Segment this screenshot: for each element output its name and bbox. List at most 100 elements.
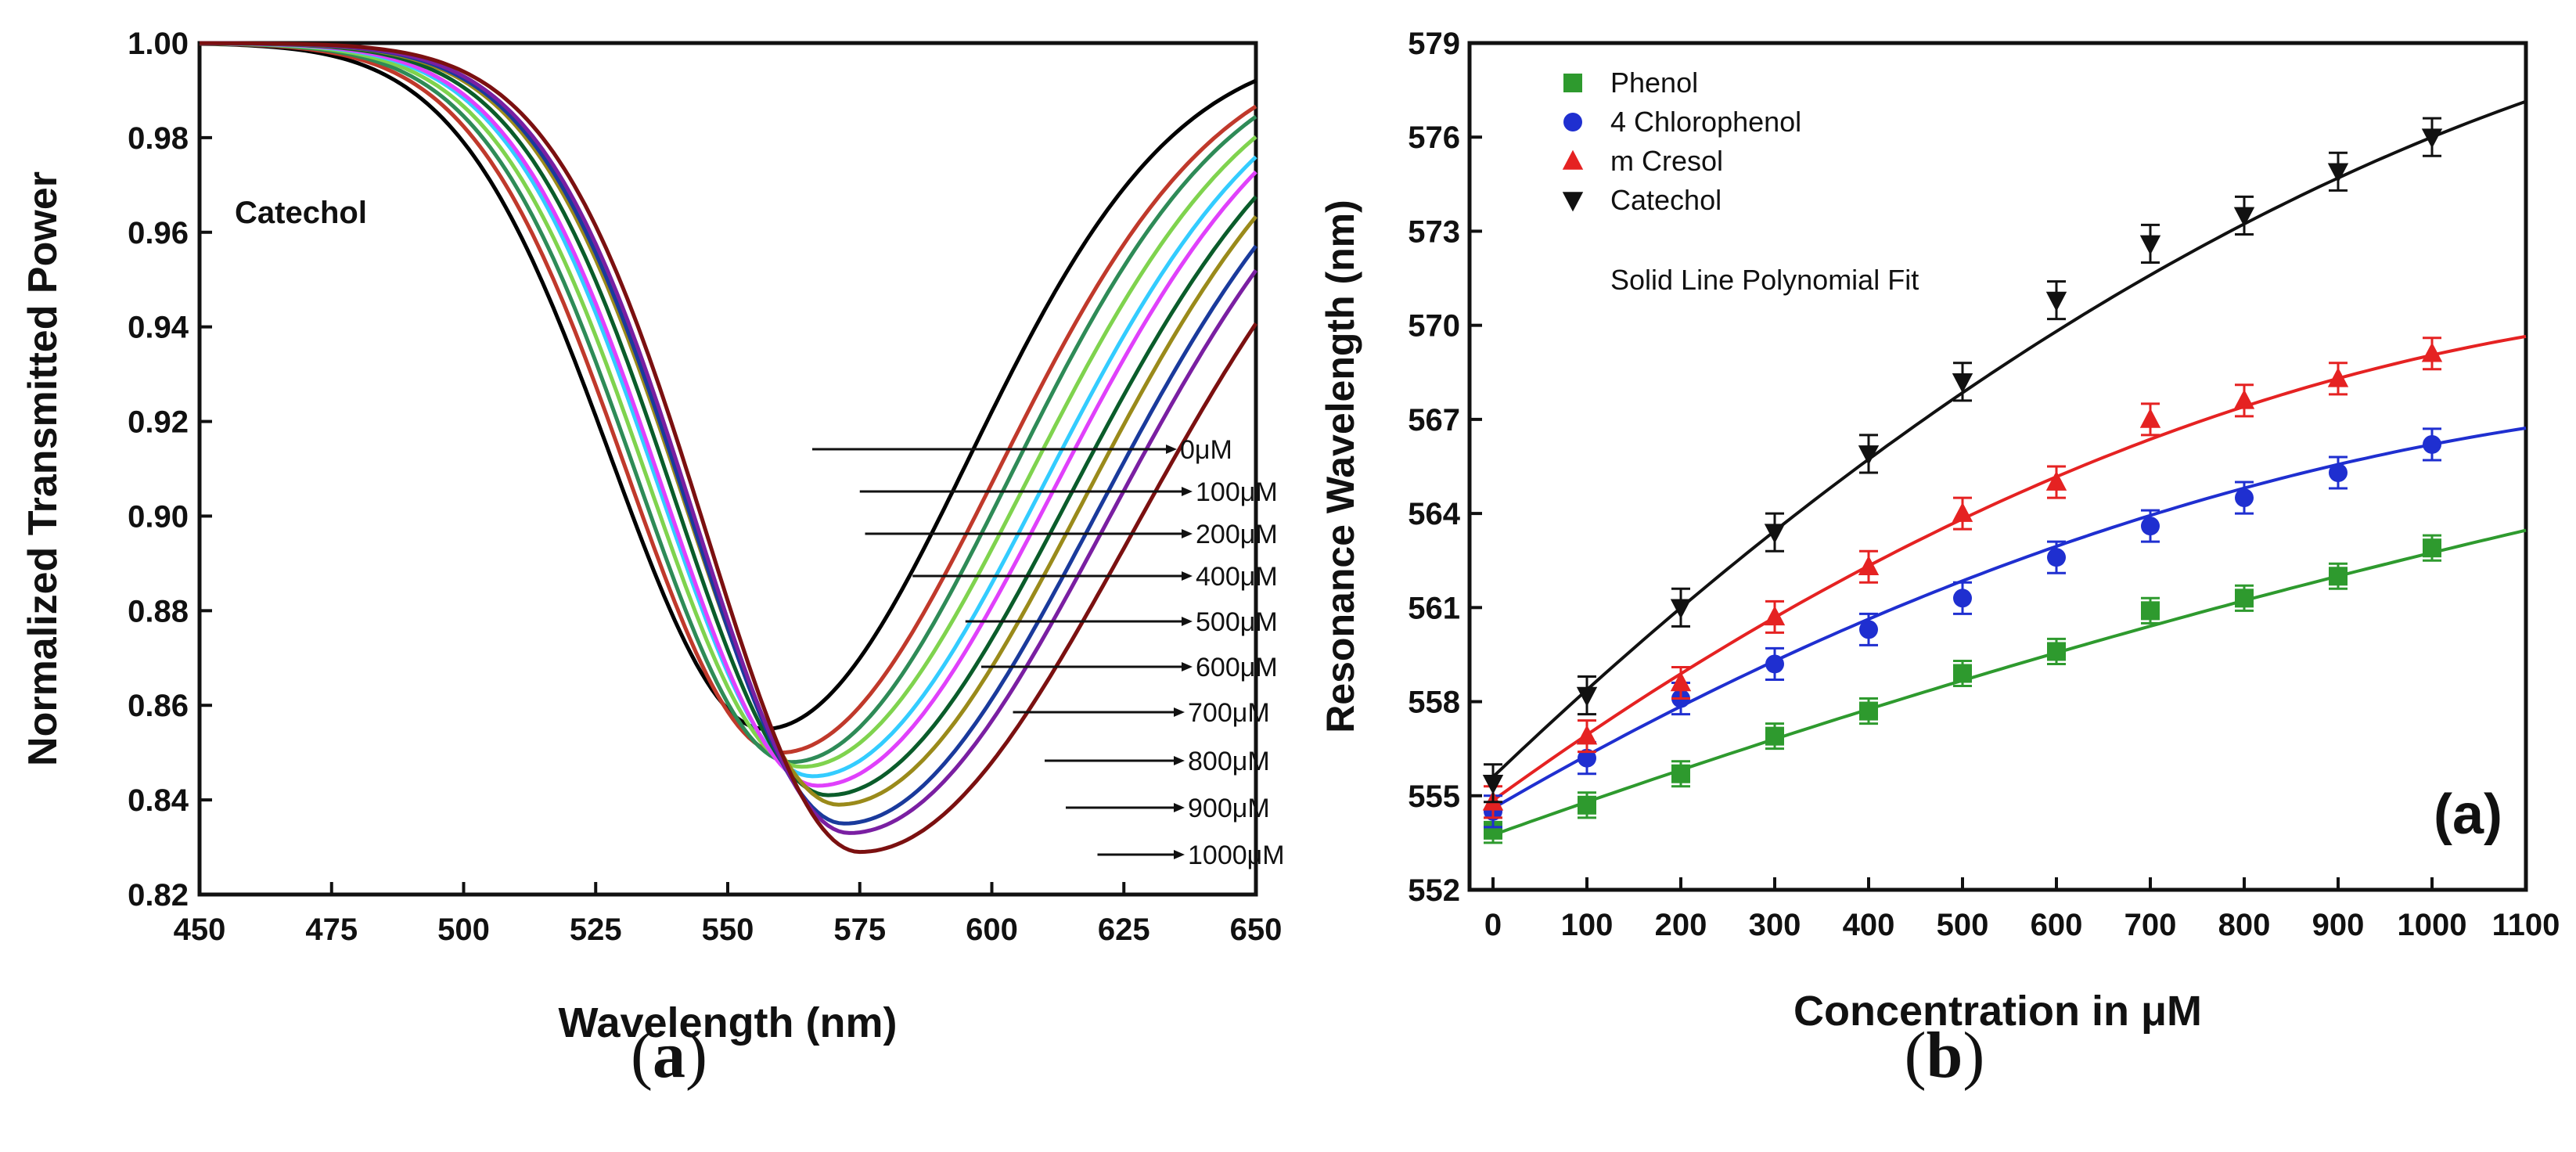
panel-b-data-point — [1482, 774, 1504, 795]
panel-a-callout-label: 400μM — [1196, 562, 1278, 592]
panel-a-y-tick-label: 0.86 — [128, 689, 189, 723]
panel-a-callout-arrowhead — [1174, 756, 1185, 765]
panel-a-callout-arrowhead — [1174, 803, 1185, 812]
panel-b-legend-marker — [1562, 192, 1584, 212]
panel-a-y-ticks: 0.82 0.84 0.86 0.88 0.90 0.92 0.94 0.96 0.98 1.00 — [128, 27, 212, 913]
panel-a-curve — [200, 41, 1257, 788]
panel-b-data-point — [1578, 795, 1596, 815]
panel-a-callout-label: 700μM — [1188, 698, 1270, 728]
panel-b-data-point — [2423, 434, 2441, 454]
panel-b-legend-label: m Cresol — [1610, 145, 1723, 177]
panel-b-y-tick-label: 567 — [1408, 403, 1460, 437]
panel-a-y-tick-label: 1.00 — [128, 27, 189, 61]
panel-b-data-point — [1578, 748, 1596, 768]
panel-b-fit-line — [1491, 99, 2527, 779]
panel-a-x-axis-label: Wavelength (nm) — [558, 999, 897, 1046]
panel-b-data-point — [2423, 538, 2441, 558]
panel-a-x-tick-label: 575 — [833, 913, 886, 947]
panel-a-callout-arrowhead — [1174, 850, 1185, 859]
panel-b-data-point — [1765, 654, 1784, 674]
panel-a-callout-arrowhead — [1182, 529, 1193, 538]
panel-b-x-tick-label: 300 — [1749, 908, 1801, 942]
panel-b-legend-label: Catechol — [1610, 184, 1722, 216]
panel-a-curves — [199, 41, 1258, 855]
panel-a-callout-label: 200μM — [1196, 520, 1278, 549]
panel-b-y-axis-label: Resonance Wavelength (nm) — [1319, 200, 1362, 733]
panel-b-x-tick-label: 200 — [1655, 908, 1707, 942]
panel-a-curve — [200, 41, 1257, 797]
panel-a-x-tick-label: 450 — [174, 913, 226, 947]
panel-b-data-point — [1953, 664, 1972, 683]
panel-b-x-axis-label: Concentration in μM — [1793, 988, 2202, 1035]
panel-b-fit-line — [1492, 528, 2527, 837]
panel-a-y-tick-label: 0.94 — [128, 311, 189, 345]
panel-b-data-point — [2139, 408, 2161, 428]
panel-b-data-point — [1576, 725, 1598, 745]
panel-b-data-point — [2327, 367, 2349, 387]
panel-b-fit-line — [1492, 427, 2527, 810]
panel-b-fit-lines — [1491, 99, 2527, 837]
panel-b-x-tick-label: 500 — [1937, 908, 1989, 942]
panel-a-callout-label: 500μM — [1196, 607, 1278, 637]
panel-b-legend-note: Solid Line Polynomial Fit — [1610, 264, 1919, 296]
panel-a-y-axis-label: Normalized Transmitted Power — [20, 171, 66, 766]
panel-b-data-point — [2233, 207, 2255, 227]
panel-b-data-point — [2045, 291, 2067, 312]
panel-a-x-tick-label: 625 — [1098, 913, 1150, 947]
panel-a-callout-label: 100μM — [1196, 477, 1278, 507]
panel-b-y-ticks: 552 555 558 561 564 567 570 573 576 579 — [1408, 27, 1482, 908]
panel-b-data-point — [1859, 701, 1878, 721]
panel-b-data-point — [1858, 445, 1880, 466]
panel-b-y-tick-label: 555 — [1408, 779, 1460, 814]
panel-a-callout-label: 600μM — [1196, 653, 1278, 682]
panel-b-data-point — [1952, 373, 1973, 394]
panel-a-x-tick-label: 600 — [966, 913, 1018, 947]
panel-b-legend-marker — [1563, 113, 1582, 131]
panel-b-data-point — [2045, 470, 2067, 491]
panel-b-data-point — [1952, 502, 1973, 522]
panel-a-x-ticks: 450 475 500 525 550 575 600 625 650 — [174, 882, 1283, 947]
panel-b-x-ticks: 0 100 200 300 400 500 600 700 800 900 1000 1100 — [1484, 877, 2560, 942]
panel-b-fit-line — [1491, 334, 2527, 802]
panel-a-x-tick-label: 525 — [570, 913, 622, 947]
panel-a-y-tick-label: 0.88 — [128, 594, 189, 628]
panel-a-callout-arrowhead — [1182, 617, 1193, 626]
panel-a-curve — [199, 41, 1257, 765]
panel-b-data-point — [2047, 642, 2066, 661]
panel-a-annotation: Catechol — [235, 196, 367, 230]
panel-b-x-tick-label: 700 — [2124, 908, 2177, 942]
caption-right: (b) — [1904, 1019, 1985, 1092]
panel-a-x-tick-label: 500 — [437, 913, 490, 947]
panel-a-curve — [199, 41, 1257, 755]
panel-b-data-point — [2141, 517, 2160, 536]
panel-a-callouts: 0μM 100μM 200μM 400μM 500μM 600μM 700μM 800μM 90… — [812, 435, 1285, 870]
panel-b-y-tick-label: 576 — [1408, 121, 1460, 155]
panel-a-y-tick-label: 0.90 — [128, 499, 189, 534]
panel-b-plot-frame — [1467, 41, 2528, 892]
panel-a-callout-arrowhead — [1182, 487, 1193, 496]
panel-a-x-tick-label: 650 — [1230, 913, 1283, 947]
panel-b-data-point — [2233, 389, 2255, 409]
panel-a-curve — [200, 41, 1258, 855]
caption-left: (a) — [631, 1019, 707, 1092]
panel-b-data-point — [2327, 163, 2349, 183]
panel-a-transmission-chart: 0.82 0.84 0.86 0.88 0.90 0.92 0.94 0.96 0.98 1.00… — [20, 27, 1285, 1046]
panel-b-x-tick-label: 800 — [2218, 908, 2271, 942]
panel-b-legend-marker — [1562, 149, 1584, 170]
panel-a-callout-label: 900μM — [1188, 794, 1270, 823]
panel-b-data-point — [1859, 620, 1878, 639]
panel-b-data-point — [2139, 235, 2161, 255]
panel-b-y-tick-label: 579 — [1408, 27, 1460, 61]
panel-b-data-point — [1764, 524, 1786, 544]
panel-b-inset-label: (a) — [2434, 783, 2502, 846]
panel-a-callout-arrowhead — [1182, 662, 1193, 671]
panel-a-curve — [199, 41, 1257, 769]
panel-b-y-tick-label: 561 — [1408, 591, 1460, 625]
panel-a-y-tick-label: 0.98 — [128, 121, 189, 156]
panel-b-legend: Phenol 4 Chlorophenol m Cresol Catechol — [1562, 67, 1801, 216]
panel-b-data-point — [1576, 686, 1598, 707]
panel-a-callout-label: 0μM — [1180, 435, 1232, 465]
panel-b-x-tick-label: 900 — [2312, 908, 2365, 942]
panel-a-y-tick-label: 0.82 — [128, 878, 189, 913]
